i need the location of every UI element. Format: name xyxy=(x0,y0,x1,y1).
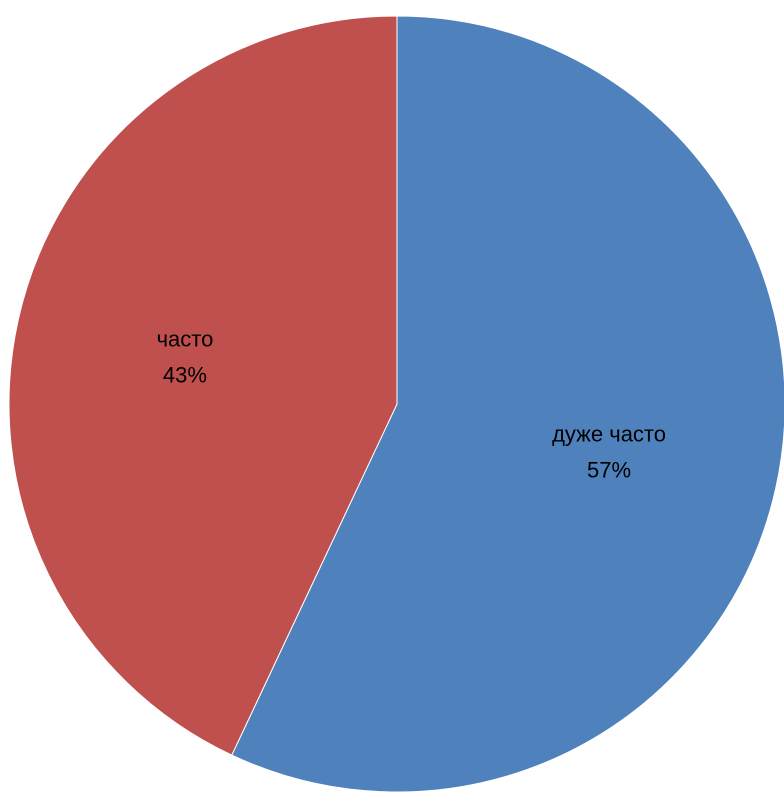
pie-slice xyxy=(231,15,784,793)
pie-labels: дуже часто 57% часто 43% xyxy=(157,327,666,483)
slice-category-label: дуже часто xyxy=(552,421,666,446)
pie-slices xyxy=(8,15,784,793)
slice-value-label: 57% xyxy=(587,457,631,482)
slice-category-label: часто xyxy=(157,327,214,352)
slice-value-label: 43% xyxy=(163,363,207,388)
pie-slice xyxy=(8,15,398,756)
